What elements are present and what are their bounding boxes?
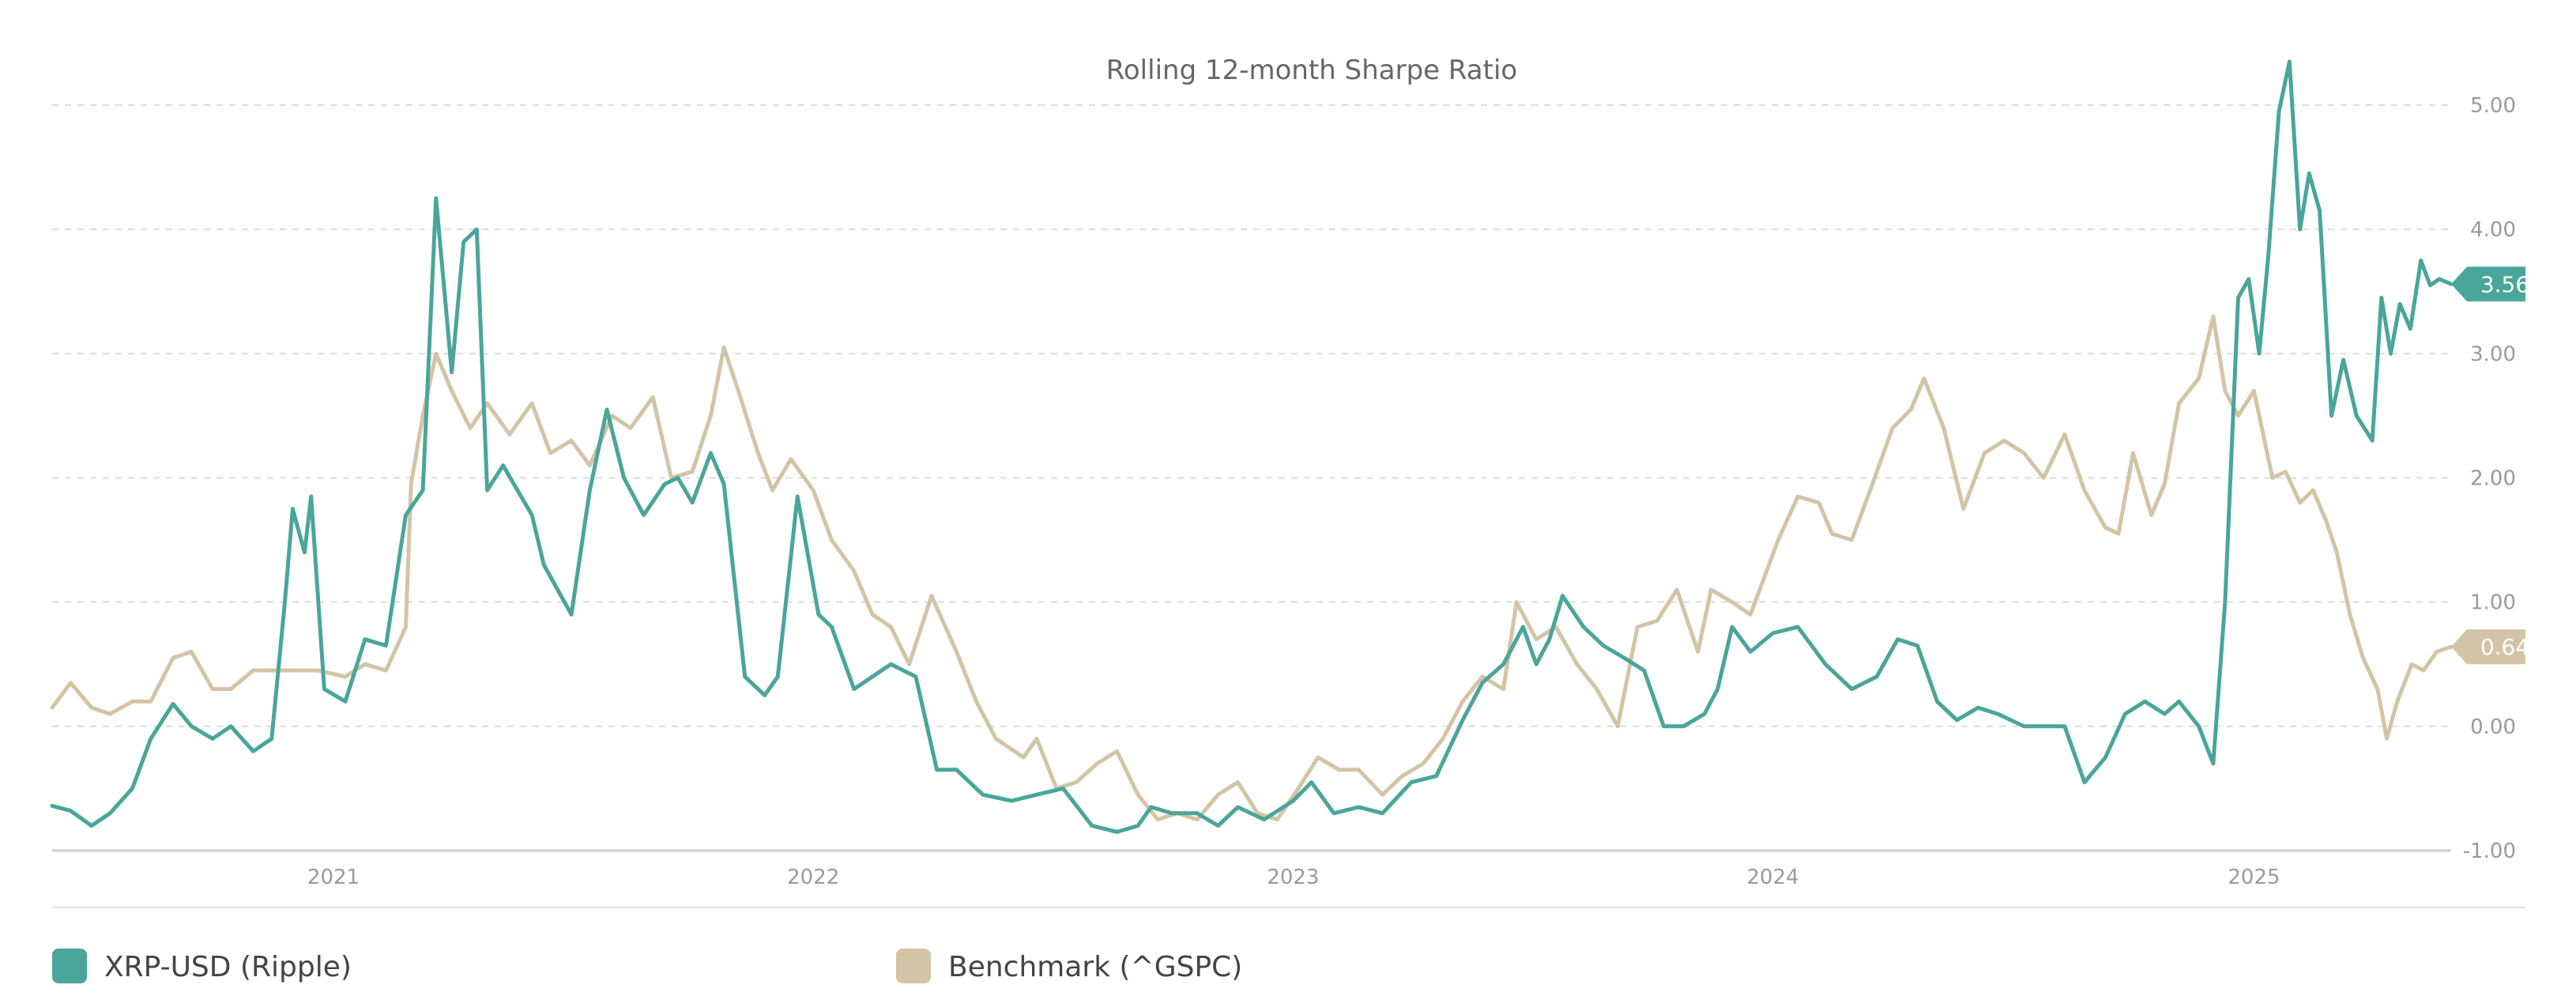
y-tick-label: 4.00 (2470, 218, 2516, 242)
legend: XRP-USD (Ripple) Benchmark (^GSPC) (52, 949, 1242, 983)
y-axis-tick-labels: 5.00 4.00 3.00 2.00 1.00 0.00 -1.00 (2463, 94, 2516, 863)
legend-swatch (52, 949, 87, 983)
series-lines (50, 59, 2454, 834)
y-tick-label: 2.00 (2470, 467, 2516, 491)
end-label-flag (2451, 629, 2525, 665)
y-tick-label: 5.00 (2470, 94, 2516, 118)
chart-title: Rolling 12-month Sharpe Ratio (1106, 55, 1517, 86)
legend-label: XRP-USD (Ripple) (104, 951, 352, 983)
y-tick-label: 1.00 (2470, 591, 2516, 615)
series-line-1 (50, 314, 2454, 822)
y-tick-label: 0.00 (2470, 715, 2516, 739)
end-label-value: 3.56 (2480, 271, 2529, 297)
x-tick-label: 2022 (787, 866, 839, 889)
legend-item-0[interactable]: XRP-USD (Ripple) (52, 949, 352, 983)
series-line-0 (50, 59, 2454, 834)
end-label-value: 0.64 (2480, 634, 2529, 660)
x-axis-tick-labels: 2021 2022 2023 2024 2025 (307, 866, 2280, 889)
series-end-labels: 3.56 0.64 (2451, 266, 2529, 665)
x-tick-label: 2024 (1747, 866, 1799, 889)
series-end-label-1: 0.64 (2451, 629, 2529, 665)
legend-label: Benchmark (^GSPC) (948, 951, 1242, 983)
x-tick-label: 2025 (2228, 866, 2280, 889)
grid-lines (52, 104, 2451, 727)
y-tick-label: 3.00 (2470, 342, 2516, 366)
y-tick-label: -1.00 (2463, 839, 2516, 863)
legend-item-1[interactable]: Benchmark (^GSPC) (896, 949, 1242, 983)
end-label-flag (2451, 266, 2525, 302)
legend-swatch (896, 949, 931, 983)
series-end-label-0: 3.56 (2451, 266, 2529, 302)
x-tick-label: 2023 (1267, 866, 1319, 889)
x-tick-label: 2021 (307, 866, 360, 889)
